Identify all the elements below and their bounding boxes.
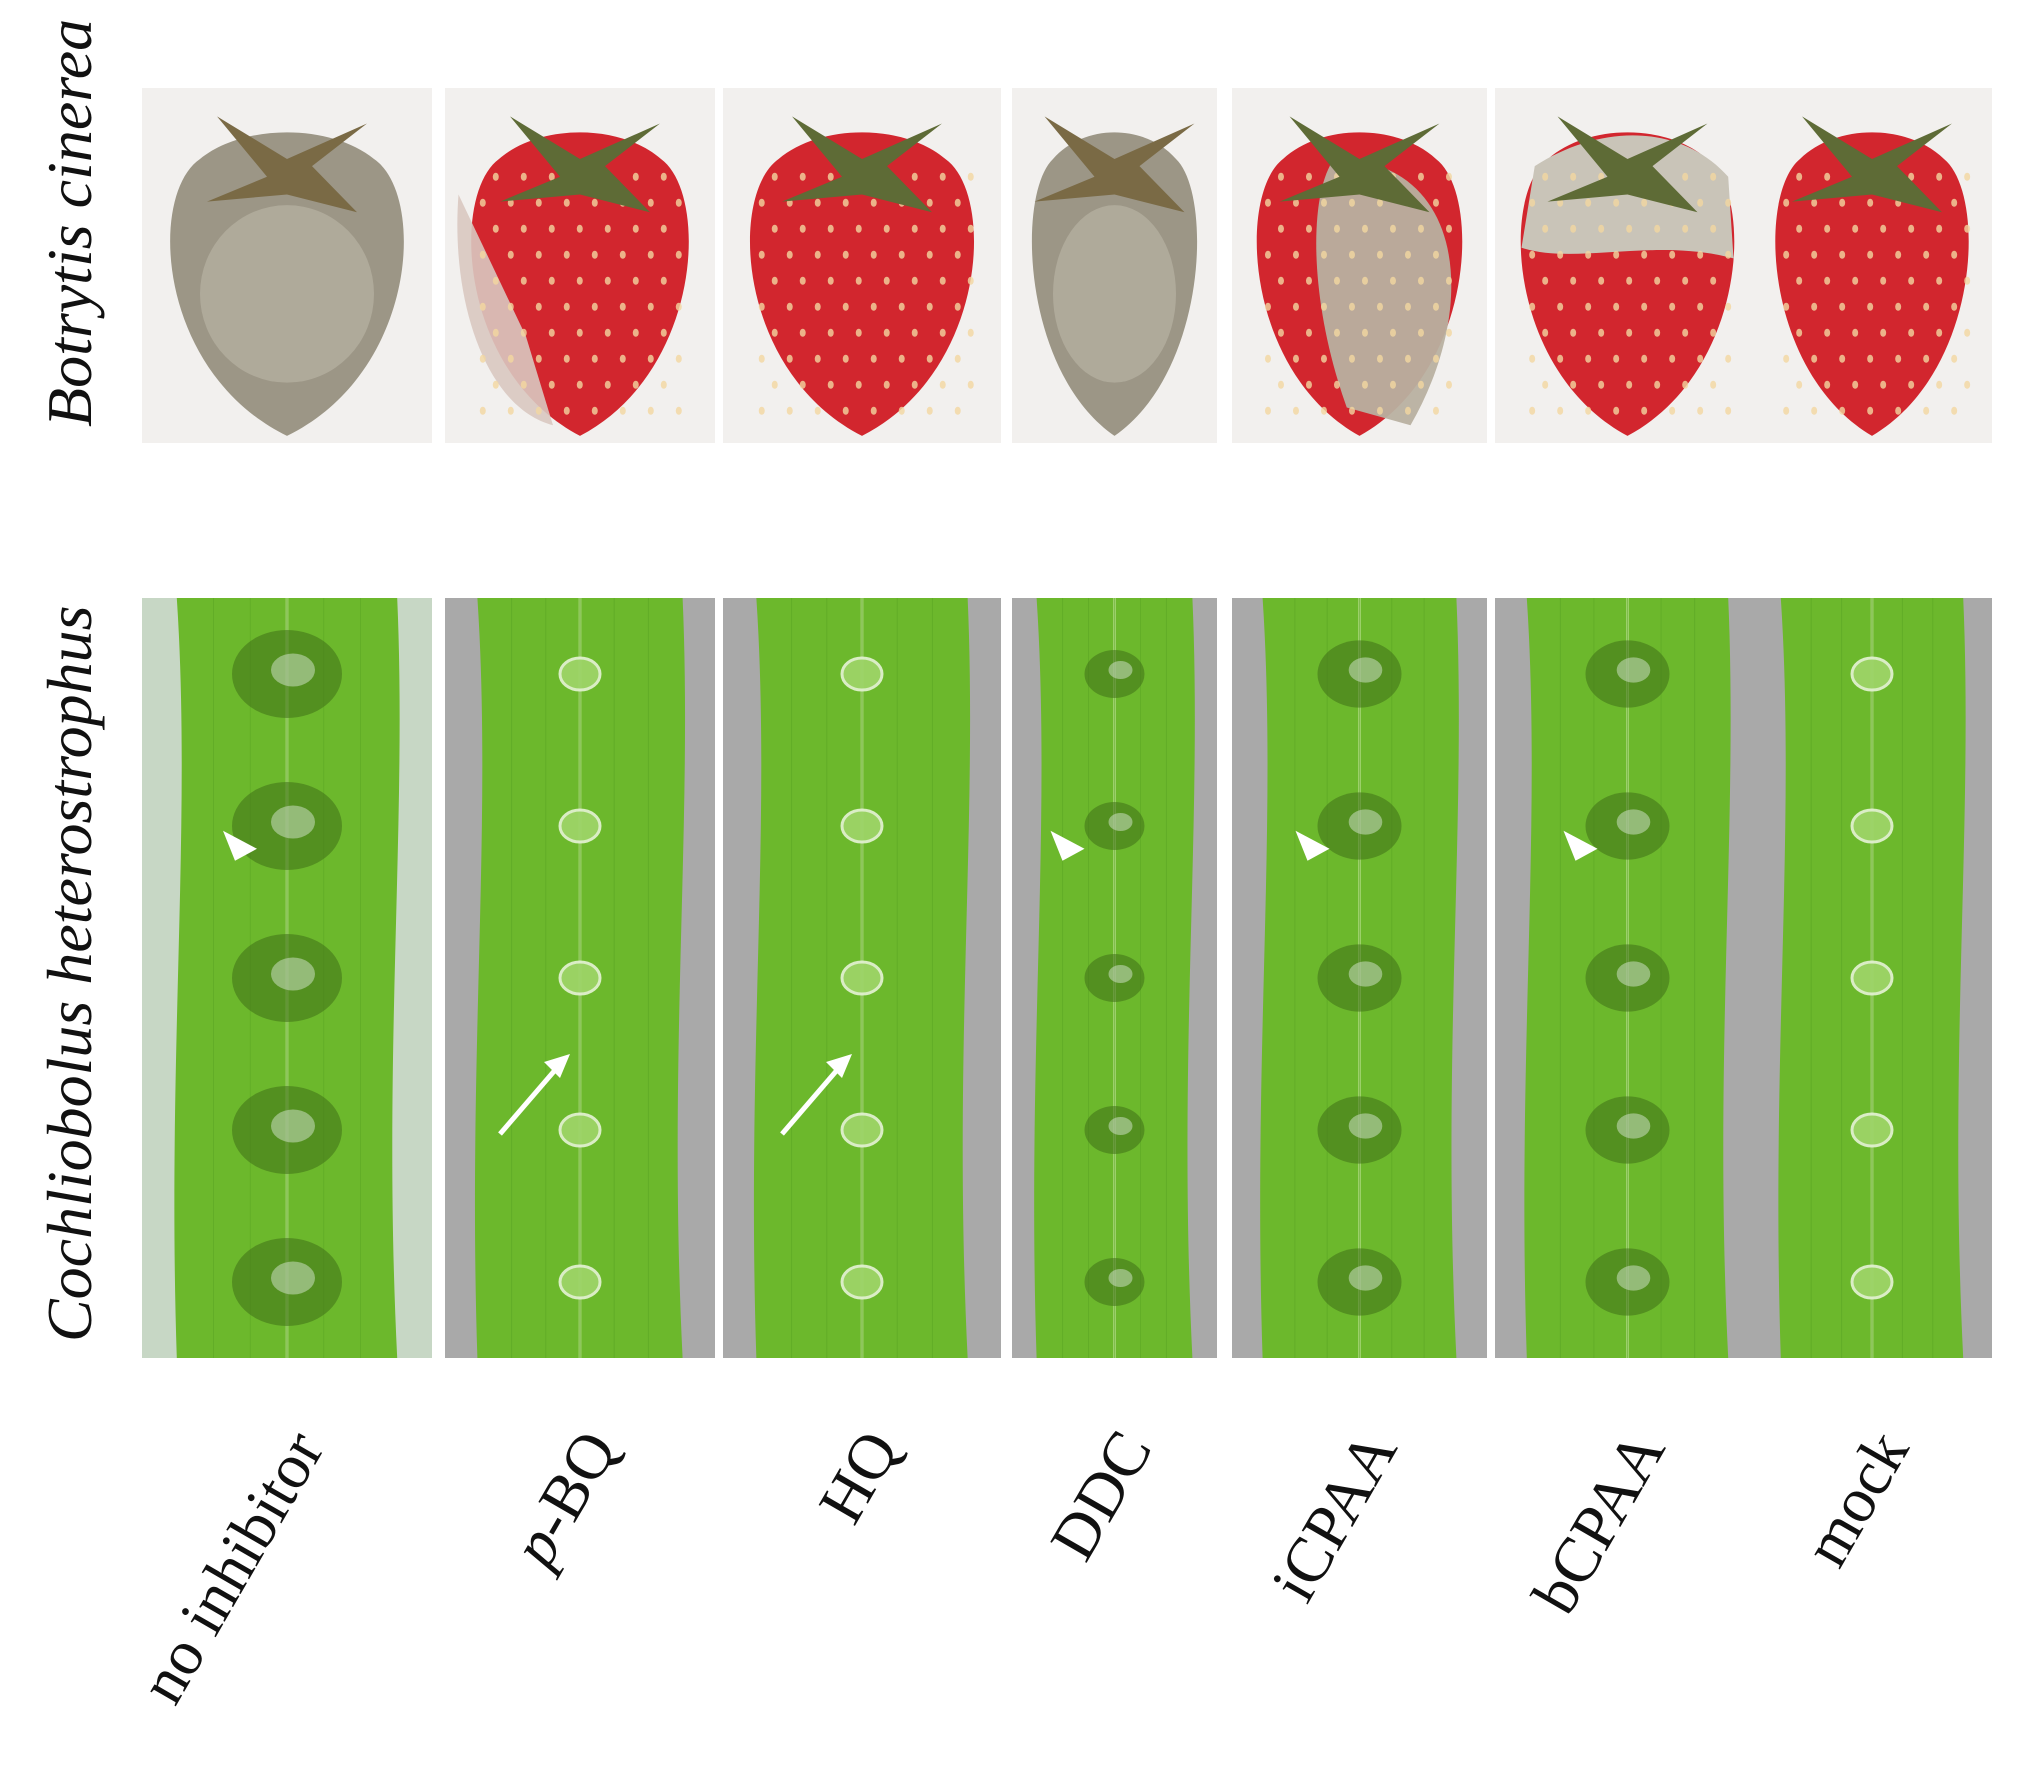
droplet [842,1114,882,1146]
droplet [842,1266,882,1298]
fruit-panel-3 [723,88,1001,443]
droplet [560,1114,600,1146]
fruit-image [1232,88,1487,443]
row-label-cochliobolus: Cochliobolus heterostrophus [33,692,107,1342]
treatment-label-7: mock [1680,1419,1924,1767]
droplet [1852,962,1892,994]
droplet [1852,658,1892,690]
treatment-label-4: DDC [922,1419,1166,1767]
leaf-panel-4 [1012,598,1217,1358]
treatment-label-text: DDC [1036,1419,1165,1572]
fruit-panel-5 [1232,88,1487,443]
treatment-label-text: mock [1790,1419,1923,1578]
fruit-panel-4 [1012,88,1217,443]
leaf-image [1012,598,1217,1358]
treatment-label-text: iCPAA [1257,1419,1410,1613]
treatment-label-3: HQ [670,1419,914,1767]
leaf-panel-2 [445,598,715,1358]
leaf-panel-7 [1752,598,1992,1358]
treatment-label-2: p-BQ [388,1419,632,1767]
fruit-panel-1 [142,88,432,443]
droplet [560,810,600,842]
fruit-panel-2 [445,88,715,443]
droplet [1852,810,1892,842]
treatment-label-1: no inhibitor [95,1419,339,1767]
fruit-panel-6 [1495,88,1760,443]
droplet [842,658,882,690]
leaf-image [1495,598,1760,1358]
treatment-label-6: bCPAA [1435,1419,1679,1767]
leaf-panel-6 [1495,598,1760,1358]
fruit-panel-7 [1752,88,1992,443]
treatment-label-5: iCPAA [1167,1419,1411,1767]
leaf-image [142,598,432,1358]
treatment-label-text: bCPAA [1518,1419,1678,1625]
fruit-image [142,88,432,443]
fruit-image [723,88,1001,443]
leaf-image [723,598,1001,1358]
droplet [560,962,600,994]
treatment-label-text: no inhibitor [126,1419,338,1715]
droplet [842,810,882,842]
fruit-image [445,88,715,443]
leaf-panel-3 [723,598,1001,1358]
droplet [1852,1114,1892,1146]
droplet [560,658,600,690]
row-label-botrytis: Botrytis cinerea [33,127,107,427]
leaf-image [445,598,715,1358]
fruit-image [1752,88,1992,443]
droplet [560,1266,600,1298]
leaf-image [1752,598,1992,1358]
leaf-panel-1 [142,598,432,1358]
droplet [842,962,882,994]
fruit-image [1012,88,1217,443]
leaf-image [1232,598,1487,1358]
droplet [1852,1266,1892,1298]
leaf-panel-5 [1232,598,1487,1358]
fruit-image [1495,88,1760,443]
treatment-label-text: HQ [805,1419,913,1535]
